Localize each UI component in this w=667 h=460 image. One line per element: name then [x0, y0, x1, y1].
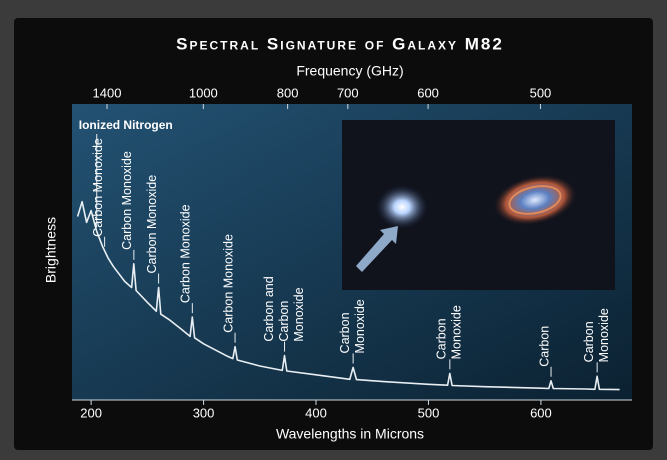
annotation-label: Ionized Nitrogen	[79, 118, 173, 132]
x2-tick-label: 1000	[189, 85, 218, 100]
annotation-label: Monoxide	[292, 287, 306, 341]
annotation-label: Carbon Monoxide	[221, 234, 235, 333]
x-axis-label: Wavelengths in Microns	[276, 426, 424, 442]
x-tick-label: 600	[530, 405, 552, 420]
annotation-label: Monoxide	[597, 308, 611, 362]
annotation-label: Carbon	[338, 312, 352, 353]
x-tick-label: 500	[418, 405, 440, 420]
annotation-label: Carbon	[537, 326, 551, 367]
annotation-label: Carbon Monoxide	[179, 204, 193, 303]
x-tick-label: 400	[305, 405, 327, 420]
y-axis-label: Brightness	[43, 217, 59, 283]
x2-tick-label: 800	[277, 85, 299, 100]
x-tick-label: 300	[193, 405, 215, 420]
annotation-label: Monoxide	[353, 299, 367, 353]
annotation-label: Carbon	[277, 301, 291, 342]
x2-axis-label: Frequency (GHz)	[296, 63, 403, 79]
annotation-label: Carbon	[435, 318, 449, 359]
annotation-label: Carbon Monoxide	[91, 138, 105, 237]
x2-tick-label: 500	[530, 85, 552, 100]
x2-tick-label: 700	[337, 85, 359, 100]
chart-title: Spectral Signature of Galaxy M82	[176, 34, 504, 53]
annotation-label: Carbon Monoxide	[120, 151, 134, 250]
galaxy-image	[342, 120, 615, 290]
spectrum-line	[76, 200, 620, 391]
annotation-label: Monoxide	[450, 305, 464, 359]
annotation-label: Carbon and	[262, 276, 276, 341]
annotation-label: Carbon Monoxide	[145, 175, 159, 274]
x-tick-label: 200	[80, 405, 102, 420]
x2-tick-label: 1400	[93, 85, 122, 100]
annotation-label: Carbon	[582, 321, 596, 362]
x2-tick-label: 600	[417, 85, 439, 100]
